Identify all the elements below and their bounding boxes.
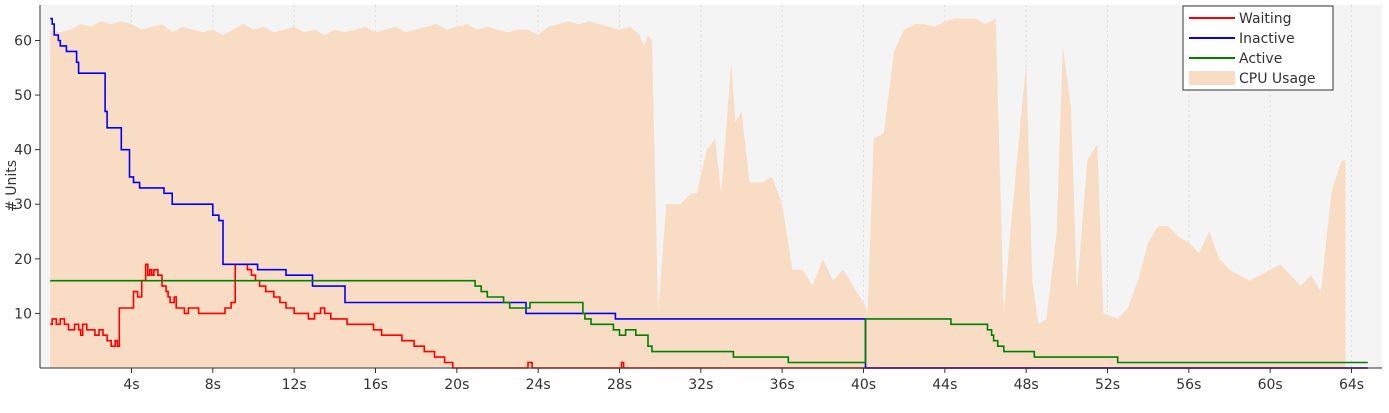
- y-tick-label: 10: [14, 306, 32, 322]
- x-tick-label: 60s: [1258, 377, 1283, 393]
- x-tick-label: 20s: [444, 377, 469, 393]
- y-tick-label: 20: [14, 252, 32, 268]
- x-tick-label: 40s: [851, 377, 876, 393]
- y-tick-label: 30: [14, 197, 32, 213]
- x-tick-label: 56s: [1176, 377, 1201, 393]
- y-tick-label: 50: [14, 88, 32, 104]
- x-tick-label: 24s: [526, 377, 551, 393]
- x-tick-label: 16s: [363, 377, 388, 393]
- x-tick-label: 48s: [1014, 377, 1039, 393]
- y-tick-label: 60: [14, 33, 32, 49]
- x-tick-label: 36s: [770, 377, 795, 393]
- axes: [39, 5, 1382, 369]
- inactive-series-line: [50, 17, 1368, 369]
- ticks: 4s 8s 12s 16s 20s 24s 28s 32s 36s 40s 44s 48s 52s 56s…: [14, 33, 1364, 393]
- waiting-series-line: [50, 263, 1368, 369]
- x-tick-label: 64s: [1339, 377, 1364, 393]
- y-axis-label: # Units: [4, 160, 20, 212]
- legend-label-cpu-usage: CPU Usage: [1239, 71, 1316, 87]
- active-series-line: [50, 279, 1368, 364]
- x-tick-label: 4s: [123, 377, 139, 393]
- x-tick-label: 8s: [205, 377, 221, 393]
- x-tick-label: 12s: [282, 377, 307, 393]
- x-tick-label: 44s: [932, 377, 957, 393]
- x-tick-label: 52s: [1095, 377, 1120, 393]
- x-tick-label: 32s: [688, 377, 713, 393]
- legend-label-inactive: Inactive: [1239, 31, 1295, 47]
- legend: Waiting Inactive Active CPU Usage: [1182, 5, 1334, 91]
- legend-label-active: Active: [1239, 51, 1282, 67]
- x-tick-label: 28s: [607, 377, 632, 393]
- line-layer: [50, 17, 1368, 369]
- legend-label-waiting: Waiting: [1239, 11, 1292, 27]
- legend-swatch-cpu-usage: [1189, 71, 1235, 85]
- y-tick-label: 40: [14, 143, 32, 159]
